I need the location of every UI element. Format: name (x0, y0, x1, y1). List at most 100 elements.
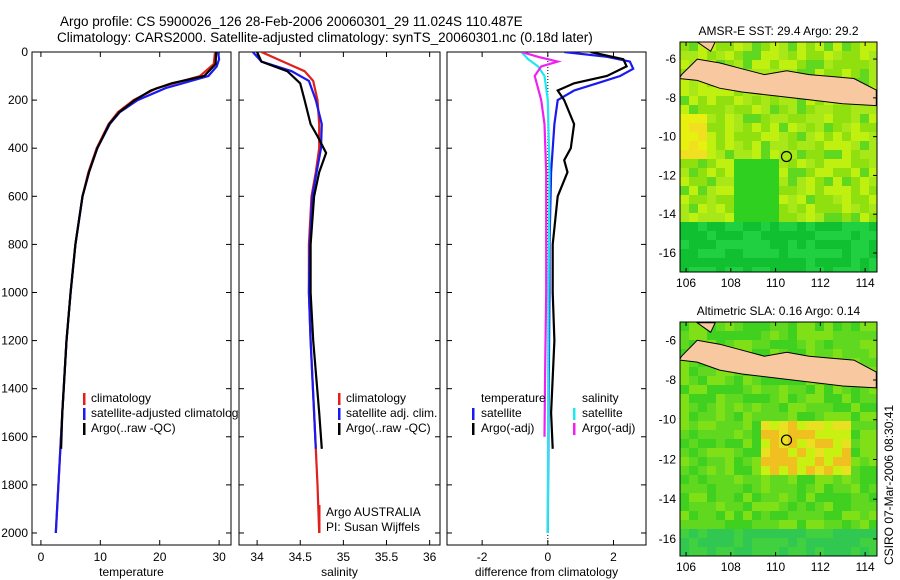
map-cell (698, 249, 707, 258)
map-cell (680, 466, 689, 475)
map-cell (788, 475, 797, 484)
map-cell (860, 493, 869, 502)
map-cell (752, 430, 761, 439)
map-cell (761, 222, 770, 231)
map-cell (815, 493, 824, 502)
map-cell (770, 186, 779, 195)
map-cell (689, 222, 698, 231)
map-cell (788, 132, 797, 141)
map-cell (734, 42, 743, 51)
map-cell (860, 105, 869, 114)
map-cell (680, 114, 689, 123)
map-cell (815, 547, 824, 556)
map-cell (869, 159, 877, 168)
map-cell (797, 439, 806, 448)
map-cell (788, 105, 797, 114)
map-cell (869, 51, 877, 60)
map-cell (824, 141, 833, 150)
map-cell (752, 484, 761, 493)
map-cell (770, 42, 779, 51)
map-cell (734, 150, 743, 159)
map-cell (788, 159, 797, 168)
map-cell (725, 123, 734, 132)
map-cell (824, 439, 833, 448)
map-cell (707, 195, 716, 204)
map-cell (770, 141, 779, 150)
map-cell (779, 466, 788, 475)
map-cell (752, 520, 761, 529)
latitude-tick-label: -14 (659, 207, 677, 221)
map-cell (716, 367, 725, 376)
map-cell (869, 403, 877, 412)
map-cell (824, 249, 833, 258)
map-cell (779, 123, 788, 132)
map-cell (725, 249, 734, 258)
map-cell (788, 538, 797, 547)
map-cell (860, 249, 869, 258)
map-cell (779, 96, 788, 105)
y-tick-label: 1600 (1, 430, 28, 444)
land-java (680, 58, 877, 107)
map-cell (743, 186, 752, 195)
map-cell (680, 159, 689, 168)
map-cell (779, 159, 788, 168)
map-cell (707, 376, 716, 385)
map-cell (689, 105, 698, 114)
map-cell (725, 60, 734, 69)
map-cell (860, 186, 869, 195)
map-cell (707, 520, 716, 529)
map-cell (680, 448, 689, 457)
map-cell (779, 42, 788, 51)
map-cell (860, 538, 869, 547)
latitude-tick-label: -12 (659, 168, 677, 182)
map-cell (761, 331, 770, 340)
map-cell (743, 159, 752, 168)
map-cell (824, 322, 833, 331)
map-cell (815, 42, 824, 51)
map-cell (860, 340, 869, 349)
map-cell (797, 267, 806, 272)
map-cell (788, 430, 797, 439)
map-cell (680, 231, 689, 240)
map-cell (689, 457, 698, 466)
latitude-tick-label: -14 (659, 492, 677, 506)
map-cell (761, 195, 770, 204)
longitude-tick-label: 114 (856, 276, 875, 290)
map-cell (806, 448, 815, 457)
map-cell (725, 195, 734, 204)
map-cell (698, 177, 707, 186)
map-cell (716, 529, 725, 538)
map-cell (689, 114, 698, 123)
map-cell (860, 132, 869, 141)
map-cell (815, 204, 824, 213)
map-cell (743, 484, 752, 493)
map-cell (851, 231, 860, 240)
map-cell (725, 51, 734, 60)
map-cell (779, 376, 788, 385)
map-cell (869, 249, 877, 258)
map-cell (815, 267, 824, 272)
map-cell (725, 538, 734, 547)
map-cell (734, 195, 743, 204)
map-cell (725, 394, 734, 403)
map-cell (788, 249, 797, 258)
map-cell (869, 547, 877, 556)
map-cell (752, 114, 761, 123)
map-cell (779, 385, 788, 394)
map-cell (680, 240, 689, 249)
map-cell (761, 322, 770, 331)
map-cell (842, 448, 851, 457)
map-cell (680, 51, 689, 60)
map-cell (743, 475, 752, 484)
map-cell (824, 511, 833, 520)
map-cell (851, 349, 860, 358)
map-cell (680, 520, 689, 529)
map-cell (815, 132, 824, 141)
map-cell (680, 123, 689, 132)
map-cell (860, 42, 869, 51)
map-cell (770, 475, 779, 484)
map-cell (689, 430, 698, 439)
map-cell (716, 87, 725, 96)
map-cell (842, 249, 851, 258)
map-cell (680, 385, 689, 394)
